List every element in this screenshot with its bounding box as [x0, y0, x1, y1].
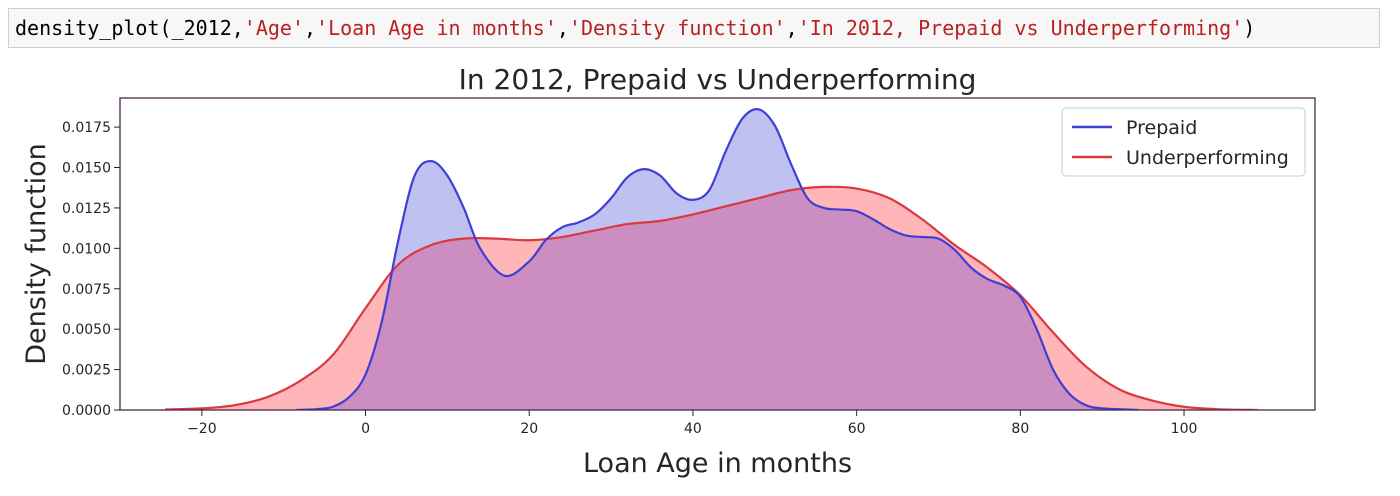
underperforming-line: [164, 185, 1258, 410]
legend: Prepaid Underperforming: [1061, 107, 1306, 177]
prepaid-line: [295, 108, 1140, 410]
x-axis: −20 0 20 40 60 80 100: [187, 410, 1197, 437]
plot-frame: [119, 97, 1316, 411]
code-arg-2: 'Loan Age in months': [316, 16, 557, 40]
code-cell[interactable]: density_plot(_2012,'Age','Loan Age in mo…: [8, 8, 1380, 48]
code-arg-1: 'Age': [243, 16, 304, 40]
legend-label: Underperforming: [1126, 147, 1289, 169]
y-tick-label: 0.0175: [62, 120, 111, 136]
plot-area: [164, 108, 1258, 410]
y-tick-label: 0.0100: [62, 241, 111, 257]
y-tick-label: 0.0075: [62, 282, 111, 298]
x-tick-label: 80: [1011, 421, 1029, 437]
y-tick-label: 0.0050: [62, 322, 111, 338]
y-tick-label: 0.0000: [62, 403, 111, 419]
legend-box: [1061, 107, 1306, 177]
x-tick-label: −20: [187, 421, 217, 437]
legend-label: Prepaid: [1126, 117, 1197, 139]
x-tick-label: 60: [848, 421, 866, 437]
code-fn: density_plot(_2012,: [15, 16, 244, 40]
code-arg-3: 'Density function': [568, 16, 786, 40]
x-axis-label: Loan Age in months: [583, 448, 852, 479]
x-tick-label: 40: [684, 421, 702, 437]
y-tick-label: 0.0025: [62, 363, 111, 379]
x-tick-label: 0: [361, 421, 370, 437]
overlap-area: [295, 186, 1140, 410]
y-axis-label: Density function: [21, 143, 52, 365]
y-tick-label: 0.0150: [62, 161, 111, 177]
y-axis: 0.0000 0.0025 0.0050 0.0075 0.0100 0.0125 0.01…: [62, 120, 120, 419]
density-chart: In 2012, Prepaid vs Underperforming −20 0…: [21, 63, 1316, 479]
x-tick-label: 20: [520, 421, 538, 437]
x-tick-label: 100: [1171, 421, 1198, 437]
y-tick-label: 0.0125: [62, 201, 111, 217]
code-arg-4: 'In 2012, Prepaid vs Underperforming': [797, 16, 1244, 40]
chart-title: In 2012, Prepaid vs Underperforming: [459, 63, 977, 96]
code-close: ): [1243, 16, 1256, 40]
